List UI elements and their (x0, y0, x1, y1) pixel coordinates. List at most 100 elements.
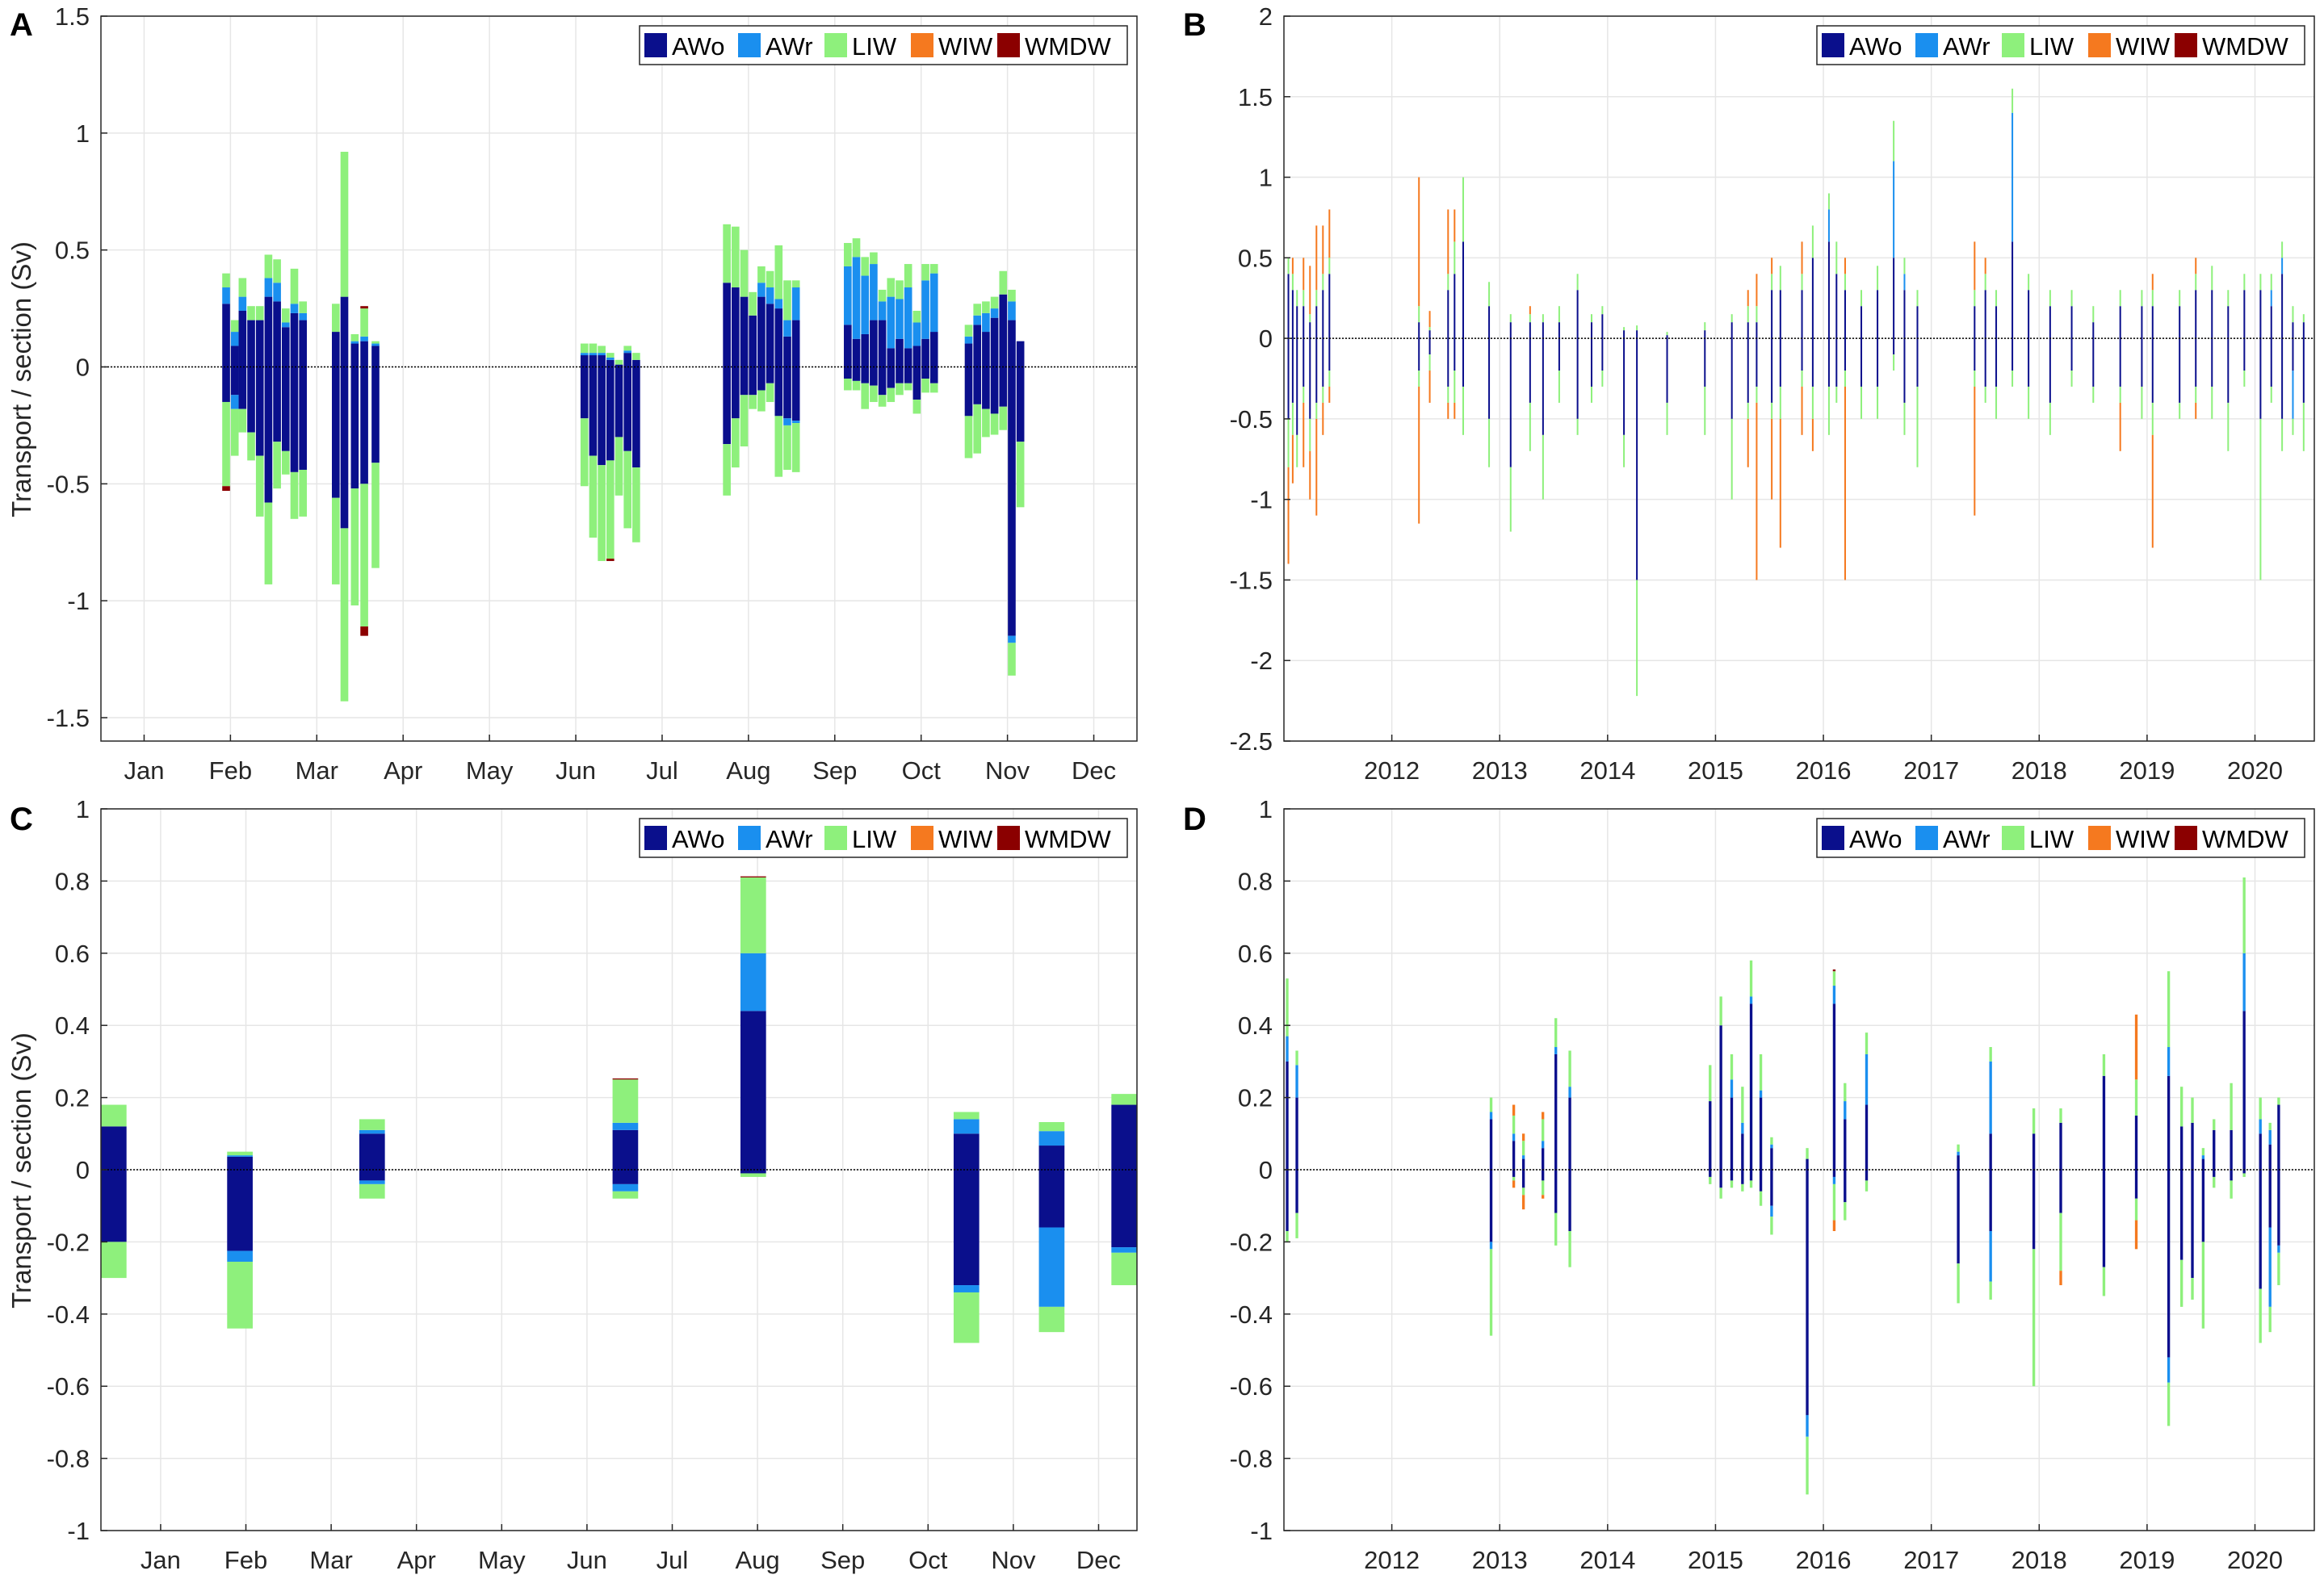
legend-swatch-awo (644, 33, 667, 57)
bar-segment-liw (1779, 386, 1781, 419)
bar-segment-awr (1038, 1227, 1065, 1307)
bar-segment-liw (1771, 274, 1773, 291)
bar-segment-liw (1779, 266, 1781, 291)
bar-segment-awo (1801, 338, 1803, 371)
bar-segment-liw (973, 404, 982, 454)
bar-segment-liw (1038, 1121, 1065, 1132)
bar-segment-liw (1623, 434, 1626, 467)
bar-segment-liw (1903, 402, 1906, 435)
bar-segment-wiw (1521, 1133, 1525, 1141)
bar-segment-liw (2070, 371, 2073, 387)
bar-group (887, 278, 896, 402)
bar-segment-awo (615, 364, 623, 367)
bar-segment-liw (2119, 290, 2121, 307)
bar-segment-wiw (1529, 306, 1531, 315)
bar-segment-awo (732, 366, 740, 419)
y-tick-label: -0.5 (47, 470, 90, 498)
bar-segment-liw (2179, 402, 2181, 419)
legend-swatch-wiw (2088, 826, 2111, 850)
bar-segment-awo (1709, 1101, 1712, 1170)
bar-segment-awo (230, 346, 239, 367)
bar-segment-awo (2292, 322, 2294, 339)
bar-segment-awr (2167, 1357, 2171, 1383)
x-tick-label: 2019 (2119, 1546, 2175, 1574)
legend-label: WIW (938, 32, 993, 61)
bar-segment-awo (2191, 1170, 2194, 1279)
bar-segment-liw (1576, 274, 1579, 291)
bar-segment-liw (1008, 289, 1016, 302)
bar-segment-awo (2277, 1104, 2280, 1170)
bar-segment-liw (1877, 386, 1879, 419)
bar-segment-awr (1008, 301, 1016, 320)
bar-group (255, 306, 264, 517)
legend-label: WIW (938, 825, 993, 853)
bar-group (2227, 290, 2230, 451)
bar-segment-awo (870, 320, 878, 367)
bar-group (299, 301, 307, 517)
bar-segment-awo (852, 366, 861, 381)
bar-segment-awo (904, 348, 912, 367)
bar-group (371, 341, 380, 568)
bar-group (1806, 1148, 1809, 1495)
bar-segment-liw (1865, 1180, 1869, 1192)
bar-segment-awo (2270, 338, 2272, 387)
bar-group (964, 325, 973, 459)
bar-segment-wiw (1811, 418, 1814, 451)
bar-segment-wiw (1447, 402, 1449, 419)
bar-segment-liw (359, 1119, 385, 1130)
bar-segment-liw (740, 395, 749, 447)
bar-segment-liw (1995, 290, 1998, 307)
bar-segment-liw (1759, 1053, 1763, 1091)
bar-group (1542, 314, 1544, 500)
bar-segment-awo (2032, 1133, 2036, 1170)
bar-segment-awo (2195, 338, 2197, 387)
bar-segment-liw (1512, 1115, 1516, 1134)
y-tick-label: -0.4 (47, 1300, 90, 1329)
bar-segment-liw (255, 306, 264, 320)
bar-segment-liw (1418, 371, 1420, 387)
panel-a: A -1.5 -1 -0.5 0 0.5 1 1.5 Jan Feb Mar Apr May Jun Jul… (6, 2, 1138, 785)
bar-segment-liw (281, 450, 290, 475)
bar-segment-liw (332, 304, 340, 333)
bar-segment-awo (1287, 274, 1290, 339)
bar-group (1512, 1104, 1516, 1188)
bar-segment-awo (1296, 306, 1298, 339)
y-tick-label: -0.6 (47, 1372, 90, 1401)
x-tick-label: Sep (812, 756, 857, 785)
bar-segment-awr (1741, 1122, 1744, 1134)
x-tick-label: Jun (556, 756, 596, 785)
bar-segment-liw (1747, 306, 1749, 323)
bar-segment-awo (791, 320, 800, 367)
bar-segment-awr (783, 418, 791, 425)
x-tick-label: 2017 (1903, 756, 1959, 785)
bar-segment-awo (1827, 241, 1830, 339)
bar-segment-wiw (1291, 434, 1294, 484)
bar-segment-liw (887, 278, 896, 297)
bar-segment-liw (1462, 386, 1464, 435)
bar-segment-awr (598, 353, 606, 356)
bar-group (227, 1151, 253, 1329)
bar-group (2195, 258, 2197, 419)
bar-segment-liw (2141, 290, 2143, 307)
bar-segment-liw (749, 291, 757, 316)
bar-segment-awo (1770, 1170, 1773, 1206)
bar-segment-liw (870, 385, 878, 402)
bar-segment-awo (904, 366, 912, 383)
bar-segment-liw (1322, 386, 1324, 403)
bar-segment-awo (1832, 1003, 1836, 1170)
bar-group (1844, 1083, 1847, 1221)
legend-swatch-liw (824, 33, 847, 57)
bar-segment-awo (2227, 306, 2230, 339)
bar-segment-liw (2028, 386, 2030, 419)
bar-group (1957, 1144, 1960, 1304)
bar-segment-awo (1568, 1097, 1571, 1170)
bar-group (2028, 274, 2030, 419)
bar-segment-liw (360, 484, 368, 627)
bar-group (359, 1119, 385, 1199)
bar-segment-awr (230, 332, 239, 346)
bar-group (1568, 1050, 1571, 1267)
bar-segment-liw (1521, 1141, 1525, 1156)
bar-segment-liw (1038, 1306, 1065, 1333)
bar-segment-awo (964, 343, 973, 367)
legend-label: WMDW (2202, 32, 2288, 61)
